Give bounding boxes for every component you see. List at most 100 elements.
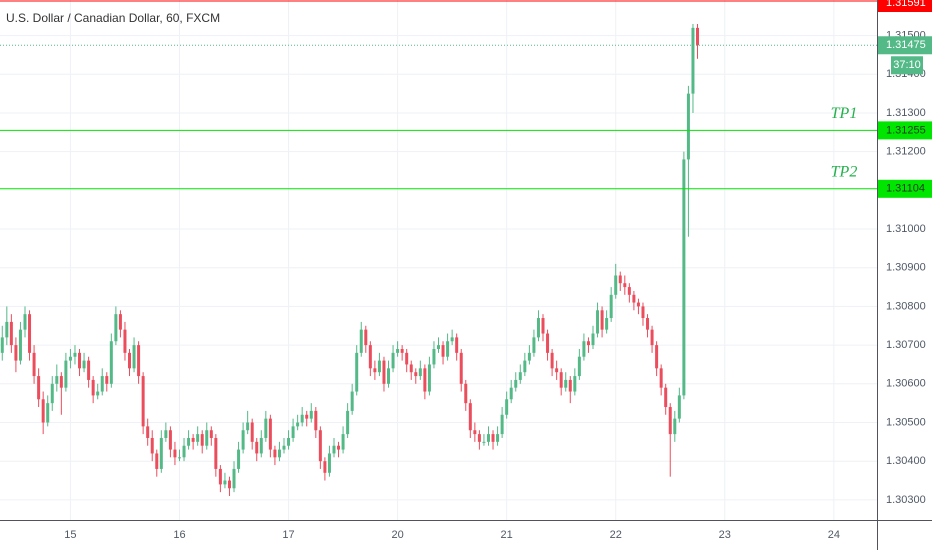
plot: SLTP1TP2	[0, 0, 877, 497]
candle-body	[5, 321, 9, 338]
last-price-tag	[878, 36, 932, 55]
candle-body	[477, 434, 481, 442]
candle-body	[486, 434, 490, 442]
candle-body	[227, 480, 231, 489]
chart-title: U.S. Dollar / Canadian Dollar, 60, FXCM	[6, 11, 220, 25]
candle-body	[409, 364, 413, 373]
candle-body	[200, 434, 204, 446]
candle-body	[600, 310, 604, 330]
candle-body	[355, 352, 359, 392]
candle-body	[364, 329, 368, 346]
candle-body	[527, 352, 531, 361]
x-tick-label: 20	[391, 529, 403, 541]
candle-body	[418, 368, 422, 377]
candle-body	[64, 360, 68, 388]
candle-body	[482, 441, 486, 443]
candle-body	[50, 383, 54, 404]
candle-body	[232, 468, 236, 489]
candle-body	[646, 318, 650, 330]
candle-body	[214, 437, 218, 469]
candle-body	[536, 318, 540, 338]
candle-body	[277, 449, 281, 458]
candle-body	[468, 403, 472, 431]
candle-body	[196, 434, 200, 442]
candle-body	[218, 468, 222, 485]
candle-body	[636, 302, 640, 307]
candle-body	[659, 368, 663, 388]
candle-body	[446, 341, 450, 357]
candle-body	[128, 352, 132, 369]
candle-body	[382, 360, 386, 384]
y-tick-label: 1.30700	[886, 339, 926, 351]
candle-body	[405, 352, 409, 365]
candle-body	[546, 333, 550, 353]
candle-body	[387, 368, 391, 384]
candle-body	[291, 426, 295, 438]
candle-body	[464, 383, 468, 404]
candle-body	[250, 422, 254, 442]
candle-body	[505, 399, 509, 415]
candle-body	[586, 341, 590, 346]
candle-body	[673, 418, 677, 435]
y-tick-label: 1.30300	[886, 494, 926, 506]
candle-body	[555, 368, 559, 373]
candle-body	[78, 352, 82, 369]
candle-body	[73, 352, 77, 357]
candle-body	[237, 449, 241, 469]
y-tick-label: 1.31200	[886, 146, 926, 158]
candle-body	[655, 345, 659, 369]
candle-body	[414, 372, 418, 377]
candle-body	[368, 345, 372, 369]
candle-body	[137, 345, 141, 377]
candle-body	[677, 395, 681, 419]
candle-body	[559, 372, 563, 388]
x-tick-label: 17	[282, 529, 294, 541]
level-price-tag	[878, 179, 932, 198]
candle-body	[68, 356, 72, 361]
candle-body	[650, 329, 654, 346]
x-tick-label: 23	[719, 529, 731, 541]
level-name: TP1	[831, 105, 858, 122]
candle-body	[264, 418, 268, 438]
candle-body	[191, 437, 195, 442]
candle-body	[246, 422, 250, 431]
candle-body	[318, 430, 322, 462]
candle-body	[164, 430, 168, 438]
candle-body	[514, 379, 518, 388]
candle-body	[105, 376, 109, 384]
candle-body	[437, 345, 440, 349]
candle-body	[173, 449, 177, 458]
candle-body	[523, 360, 527, 373]
candle-body	[623, 283, 627, 288]
candle-body	[568, 379, 572, 392]
candle-body	[9, 321, 13, 346]
candle-body	[337, 445, 341, 450]
candle-body	[255, 441, 259, 454]
candle-body	[346, 410, 350, 435]
candle-body	[159, 437, 163, 469]
candle-body	[177, 457, 181, 459]
candle-body	[500, 414, 504, 435]
candle-body	[327, 453, 331, 473]
candle-body	[696, 27, 700, 46]
candle-body	[400, 348, 404, 353]
candle-body	[668, 407, 672, 435]
candle-body	[591, 333, 595, 346]
candle-body	[609, 294, 613, 319]
y-tick-label: 1.30400	[886, 455, 926, 467]
level-price-label: 1.31104	[886, 183, 925, 195]
candle-body	[23, 314, 27, 330]
y-tick-label: 1.30500	[886, 416, 926, 428]
candle-body	[150, 437, 154, 454]
candle-body	[268, 418, 272, 450]
candle-body	[473, 430, 477, 435]
candle-body	[59, 376, 63, 388]
candle-body	[46, 403, 50, 423]
last-price-label: 1.31475	[886, 39, 926, 51]
candle-body	[305, 414, 309, 419]
x-tick-label: 16	[173, 529, 185, 541]
candle-body	[427, 364, 431, 392]
candle-body	[87, 360, 91, 380]
candle-body	[155, 453, 159, 469]
